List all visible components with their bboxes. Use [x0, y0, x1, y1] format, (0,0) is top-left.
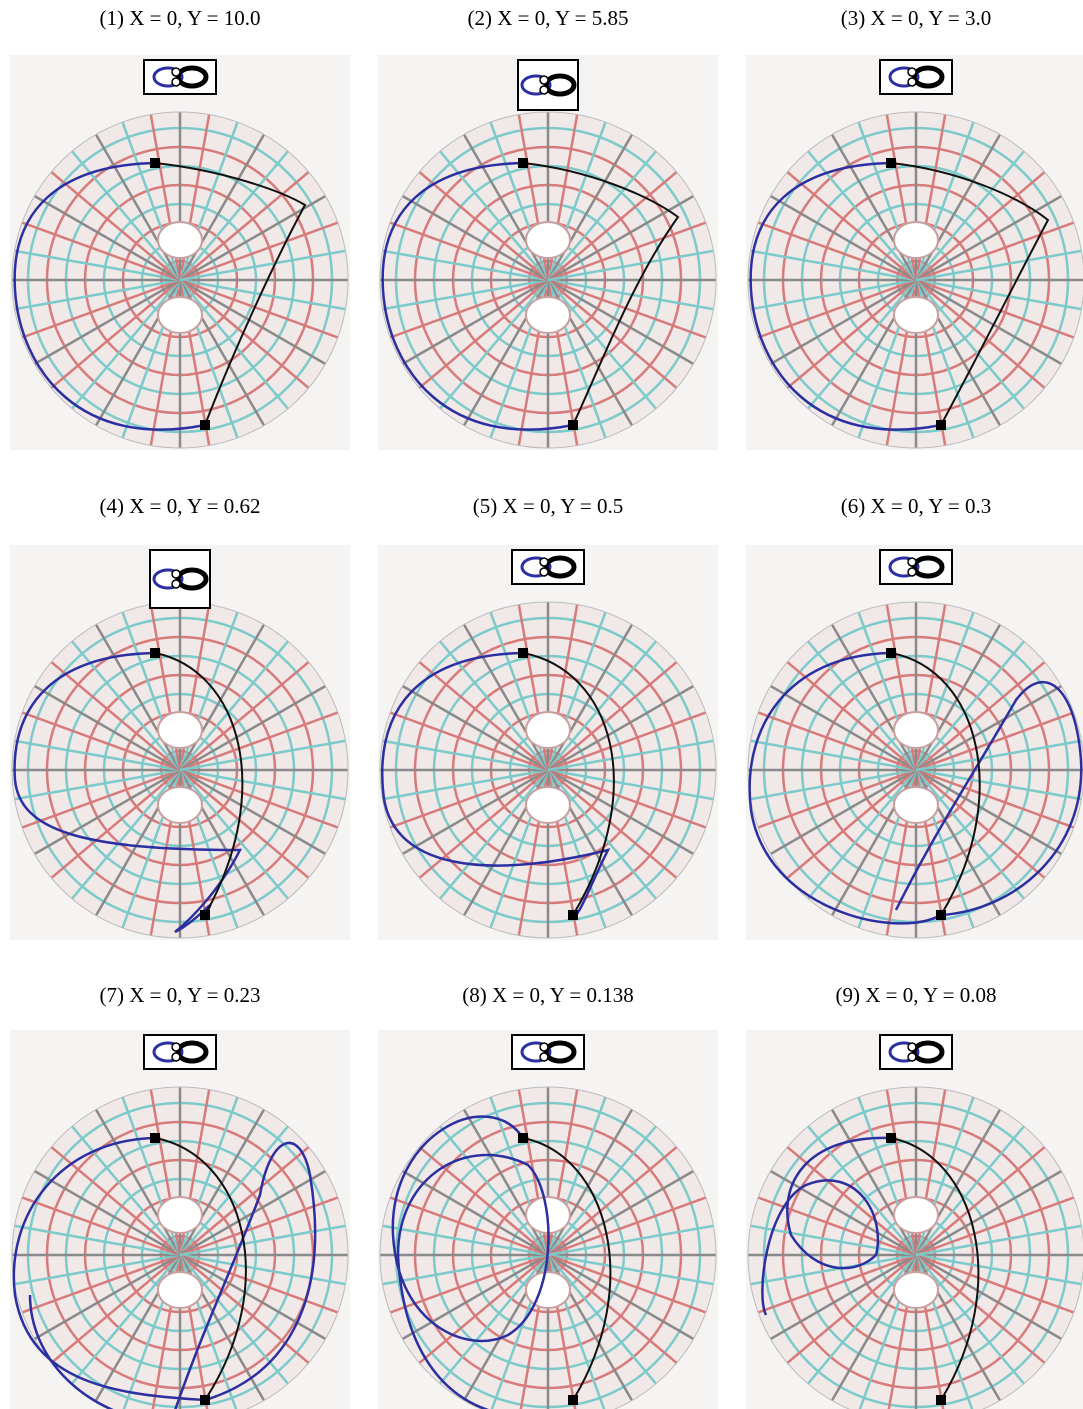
icon-node — [172, 78, 180, 86]
torus-hole — [158, 1272, 202, 1308]
topology-icon — [144, 1035, 216, 1069]
endpoint — [936, 910, 946, 920]
panel-caption: (4) X = 0, Y = 0.62 — [100, 494, 261, 518]
icon-node — [540, 1053, 548, 1061]
panel-caption: (2) X = 0, Y = 5.85 — [468, 6, 629, 30]
icon-node — [908, 78, 916, 86]
torus-hole — [894, 712, 938, 748]
endpoint — [200, 1395, 210, 1405]
icon-node — [540, 76, 548, 84]
icon-node — [908, 1043, 916, 1051]
topology-icon — [880, 550, 952, 584]
torus-hole — [158, 222, 202, 258]
torus-hole — [894, 1197, 938, 1233]
icon-node — [172, 580, 180, 588]
endpoint — [518, 648, 528, 658]
icon-node — [908, 568, 916, 576]
icon-node — [908, 1053, 916, 1061]
topology-icon — [880, 1035, 952, 1069]
endpoint — [936, 420, 946, 430]
endpoint — [886, 1133, 896, 1143]
icon-node — [172, 1053, 180, 1061]
icon-node — [172, 570, 180, 578]
icon-node — [172, 68, 180, 76]
icon-node — [172, 1043, 180, 1051]
torus-hole — [526, 1272, 570, 1308]
endpoint — [568, 910, 578, 920]
topology-icon — [512, 1035, 584, 1069]
topology-icon — [144, 60, 216, 94]
endpoint — [150, 1133, 160, 1143]
figure: (1) X = 0, Y = 10.0 (2) X = 0, Y = 5.85 (3… — [0, 0, 1083, 1409]
panel-caption: (7) X = 0, Y = 0.23 — [100, 983, 261, 1007]
panel-caption: (5) X = 0, Y = 0.5 — [473, 494, 623, 518]
torus-hole — [894, 1272, 938, 1308]
torus-hole — [526, 787, 570, 823]
torus-hole — [894, 222, 938, 258]
icon-node — [540, 568, 548, 576]
torus-hole — [158, 712, 202, 748]
endpoint — [886, 648, 896, 658]
topology-icon — [150, 550, 210, 608]
endpoint — [886, 158, 896, 168]
torus-hole — [158, 787, 202, 823]
torus-hole — [526, 712, 570, 748]
endpoint — [200, 910, 210, 920]
panel-caption: (6) X = 0, Y = 0.3 — [841, 494, 991, 518]
icon-node — [908, 558, 916, 566]
torus-hole — [894, 297, 938, 333]
torus-hole — [894, 787, 938, 823]
topology-icon — [518, 60, 578, 110]
torus-hole — [526, 222, 570, 258]
endpoint — [150, 648, 160, 658]
topology-icon — [880, 60, 952, 94]
endpoint — [568, 420, 578, 430]
icon-node — [908, 68, 916, 76]
endpoint — [150, 158, 160, 168]
panel-caption: (9) X = 0, Y = 0.08 — [836, 983, 997, 1007]
topology-icon — [512, 550, 584, 584]
torus-hole — [526, 297, 570, 333]
endpoint — [518, 1133, 528, 1143]
panel-caption: (8) X = 0, Y = 0.138 — [462, 983, 633, 1007]
panel-caption: (1) X = 0, Y = 10.0 — [100, 6, 261, 30]
endpoint — [936, 1395, 946, 1405]
icon-node — [540, 558, 548, 566]
torus-hole — [158, 1197, 202, 1233]
endpoint — [568, 1395, 578, 1405]
icon-node — [540, 86, 548, 94]
endpoint — [200, 420, 210, 430]
panel-caption: (3) X = 0, Y = 3.0 — [841, 6, 991, 30]
endpoint — [518, 158, 528, 168]
icon-node — [540, 1043, 548, 1051]
torus-hole — [158, 297, 202, 333]
